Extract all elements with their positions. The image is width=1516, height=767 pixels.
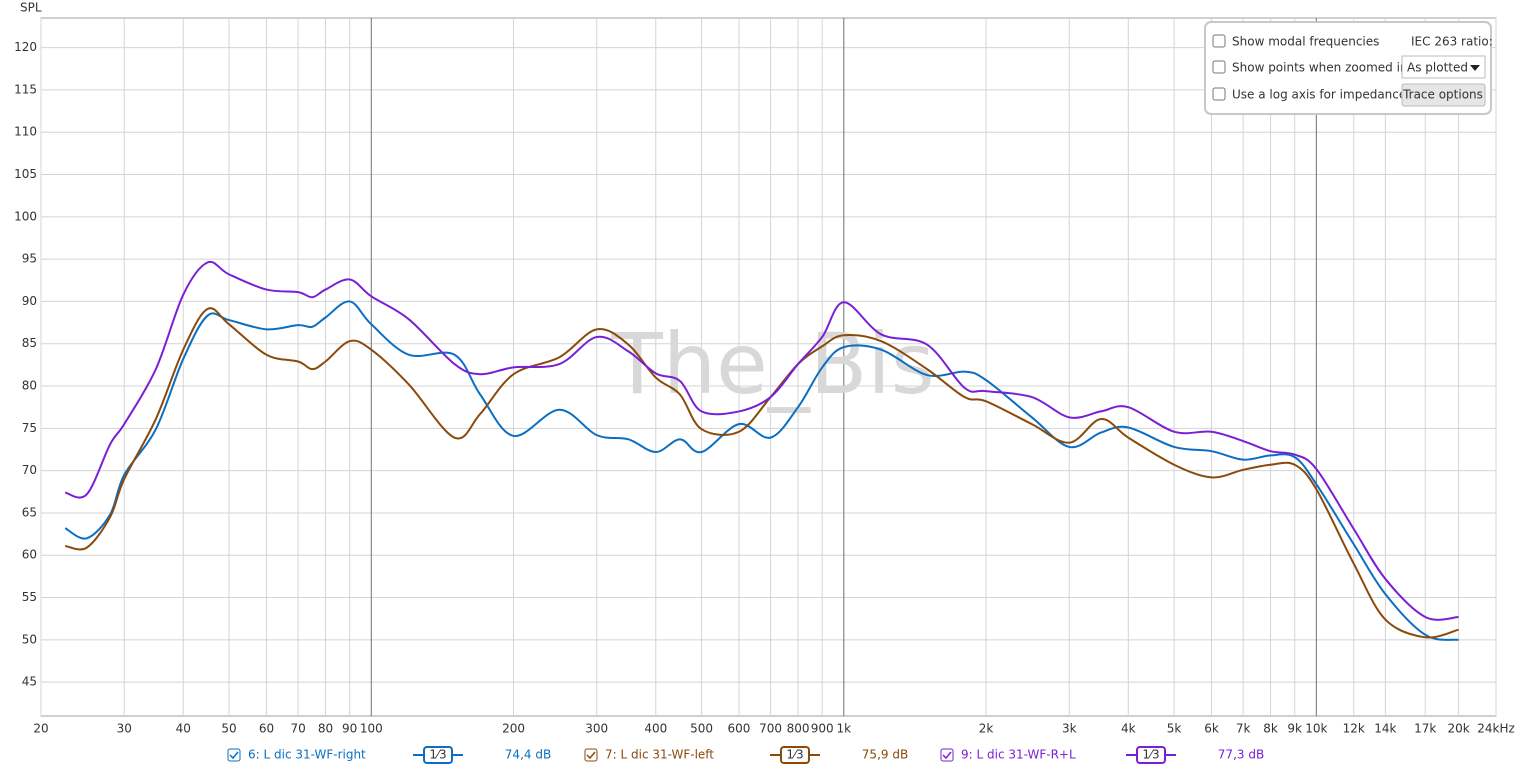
plot <box>64 260 1459 641</box>
options-panel: Show modal frequencies Show points when … <box>1204 21 1493 115</box>
y-tick-label: 75 <box>22 421 37 435</box>
smoothing-label: 1⁄3 <box>786 748 803 762</box>
x-tick-label: 900 <box>811 722 834 736</box>
check-mark <box>586 751 596 760</box>
iec-label: IEC 263 ratio: <box>1411 35 1493 49</box>
x-tick-label: 500 <box>690 722 713 736</box>
x-tick-label: 800 <box>787 722 810 736</box>
x-tick-label: 60 <box>259 722 274 736</box>
plot-area <box>40 17 1497 717</box>
x-tick-label: 30 <box>117 722 132 736</box>
y-tick-label: 65 <box>22 505 37 519</box>
x-tick-label: 80 <box>318 722 333 736</box>
x-tick-label: 9k <box>1287 722 1302 736</box>
x-tick-label: 1k <box>837 722 852 736</box>
x-tick-label: 14k <box>1374 722 1396 736</box>
x-tick-label: 300 <box>585 722 608 736</box>
series-line <box>64 300 1459 641</box>
x-tick-label: 6k <box>1204 722 1219 736</box>
option-label: Show points when zoomed in <box>1232 61 1408 75</box>
x-tick-label: 600 <box>728 722 751 736</box>
level-label: 75,9 dB <box>862 748 908 762</box>
level-label: 77,3 dB <box>1218 748 1264 762</box>
x-tick-label: 50 <box>221 722 236 736</box>
smoothing-box[interactable] <box>423 746 453 764</box>
dropdown-arrow <box>1470 65 1480 71</box>
y-tick-label: 120 <box>14 40 37 54</box>
smoothing-label: 1⁄3 <box>429 748 446 762</box>
legend-label: 7: L dic 31-WF-left <box>605 748 714 762</box>
x-tick-label: 8k <box>1263 722 1278 736</box>
x-tick-label: 10k <box>1305 722 1327 736</box>
y-tick-label: 80 <box>22 379 37 393</box>
x-tick-label: 700 <box>759 722 782 736</box>
y-axis-label: SPL <box>20 1 42 15</box>
x-tick-label: 200 <box>502 722 525 736</box>
x-tick-label: 3k <box>1062 722 1077 736</box>
y-tick-label: 60 <box>22 548 37 562</box>
y-tick-label: 70 <box>22 463 37 477</box>
check-mark <box>229 751 239 760</box>
series-line <box>64 260 1459 621</box>
x-tick-label: 7k <box>1236 722 1251 736</box>
y-tick-label: 110 <box>14 125 37 139</box>
y-tick-label: 95 <box>22 252 37 266</box>
dropdown-value: As plotted <box>1407 61 1468 75</box>
legend-checkbox[interactable] <box>940 748 954 762</box>
level-label: 74,4 dB <box>505 748 551 762</box>
watermark: The_Bis <box>611 315 935 413</box>
y-tick-label: 55 <box>22 590 37 604</box>
button[interactable] <box>1401 83 1486 107</box>
check-mark <box>942 751 952 760</box>
x-tick-label: 20k <box>1447 722 1469 736</box>
checkbox[interactable] <box>1212 87 1226 101</box>
checkbox[interactable] <box>1212 60 1226 74</box>
x-tick-label: 70 <box>290 722 305 736</box>
smoothing-label: 1⁄3 <box>1142 748 1159 762</box>
x-tick-label: 2k <box>979 722 994 736</box>
x-tick-label: 4k <box>1121 722 1136 736</box>
y-tick-label: 100 <box>14 209 37 223</box>
option-label: Use a log axis for impedance <box>1232 88 1406 102</box>
x-tick-label: 20 <box>33 722 48 736</box>
y-tick-label: 90 <box>22 294 37 308</box>
x-tick-label: 100 <box>360 722 383 736</box>
y-tick-label: 85 <box>22 336 37 350</box>
option-label: Show modal frequencies <box>1232 35 1379 49</box>
x-tick-label: 12k <box>1343 722 1365 736</box>
x-tick-label: 24kHz <box>1477 722 1515 736</box>
x-tick-label: 400 <box>644 722 667 736</box>
x-tick-label: 90 <box>342 722 357 736</box>
legend: 6: L dic 31-WF-right 1⁄3 74,4 dB 7: L dic 3… <box>227 746 1264 764</box>
legend-checkbox[interactable] <box>584 748 598 762</box>
checkbox[interactable] <box>1212 34 1226 48</box>
y-tick-label: 45 <box>22 675 37 689</box>
grid <box>40 18 1497 716</box>
x-tick-label: 17k <box>1414 722 1436 736</box>
x-tick-label: 5k <box>1167 722 1182 736</box>
smoothing-box[interactable] <box>780 746 810 764</box>
button-label: Trace options <box>1402 88 1483 102</box>
y-tick-label: 105 <box>14 167 37 181</box>
smoothing-box[interactable] <box>1136 746 1166 764</box>
x-tick-label: 40 <box>176 722 191 736</box>
series-line <box>64 307 1459 639</box>
legend-checkbox[interactable] <box>227 748 241 762</box>
legend-label: 6: L dic 31-WF-right <box>248 748 366 762</box>
legend-label: 9: L dic 31-WF-R+L <box>961 748 1076 762</box>
dropdown[interactable] <box>1401 55 1486 79</box>
y-tick-label: 50 <box>22 632 37 646</box>
y-tick-label: 115 <box>14 82 37 96</box>
